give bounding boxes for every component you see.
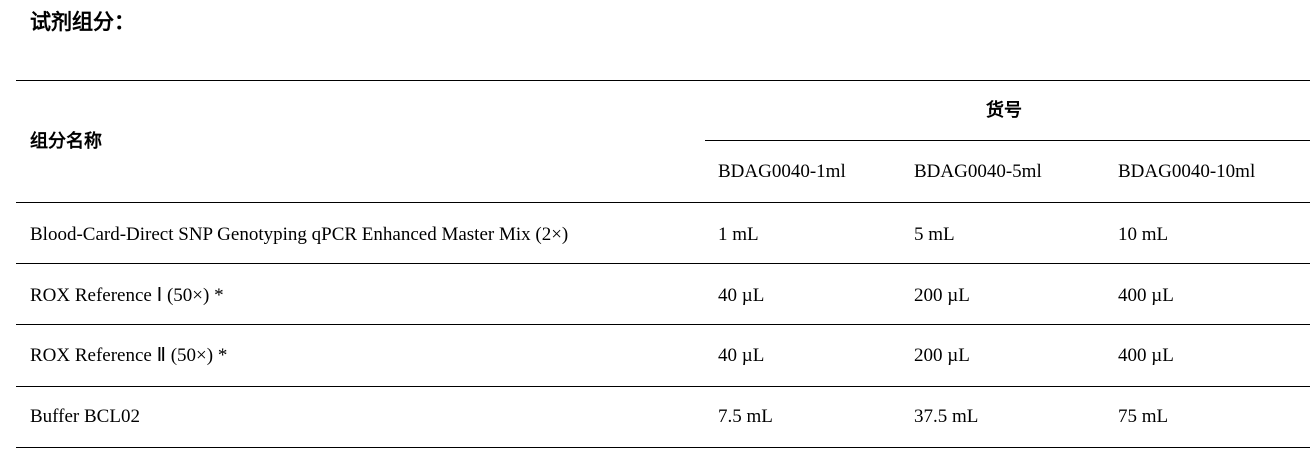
quantity-cell: 200 µL xyxy=(914,345,970,366)
catalog-number: BDAG0040-10ml xyxy=(1118,161,1256,182)
row-rule xyxy=(16,386,1310,387)
quantity-cell: 37.5 mL xyxy=(914,406,979,427)
row-rule xyxy=(16,263,1310,264)
table-top-rule xyxy=(16,80,1310,81)
quantity-cell: 75 mL xyxy=(1118,406,1169,427)
component-name: Blood-Card-Direct SNP Genotyping qPCR En… xyxy=(30,224,569,245)
catalog-sub-rule xyxy=(705,140,1310,141)
quantity-cell: 400 µL xyxy=(1118,285,1174,306)
catalog-number: BDAG0040-5ml xyxy=(914,161,1042,182)
catalog-header: 货号 xyxy=(986,100,1022,121)
section-title: 试剂组分： xyxy=(30,10,135,34)
quantity-cell: 1 mL xyxy=(718,224,759,245)
catalog-number: BDAG0040-1ml xyxy=(718,161,846,182)
header-rule xyxy=(16,202,1310,203)
row-rule xyxy=(16,447,1310,448)
quantity-cell: 7.5 mL xyxy=(718,406,773,427)
row-rule xyxy=(16,324,1310,325)
component-name: Buffer BCL02 xyxy=(30,406,140,427)
component-name: ROX Reference Ⅰ (50×) * xyxy=(30,285,224,306)
quantity-cell: 400 µL xyxy=(1118,345,1174,366)
component-header: 组分名称 xyxy=(30,131,102,152)
component-name: ROX Reference Ⅱ (50×) * xyxy=(30,345,228,366)
quantity-cell: 40 µL xyxy=(718,345,765,366)
quantity-cell: 40 µL xyxy=(718,285,765,306)
quantity-cell: 10 mL xyxy=(1118,224,1169,245)
quantity-cell: 200 µL xyxy=(914,285,970,306)
quantity-cell: 5 mL xyxy=(914,224,955,245)
